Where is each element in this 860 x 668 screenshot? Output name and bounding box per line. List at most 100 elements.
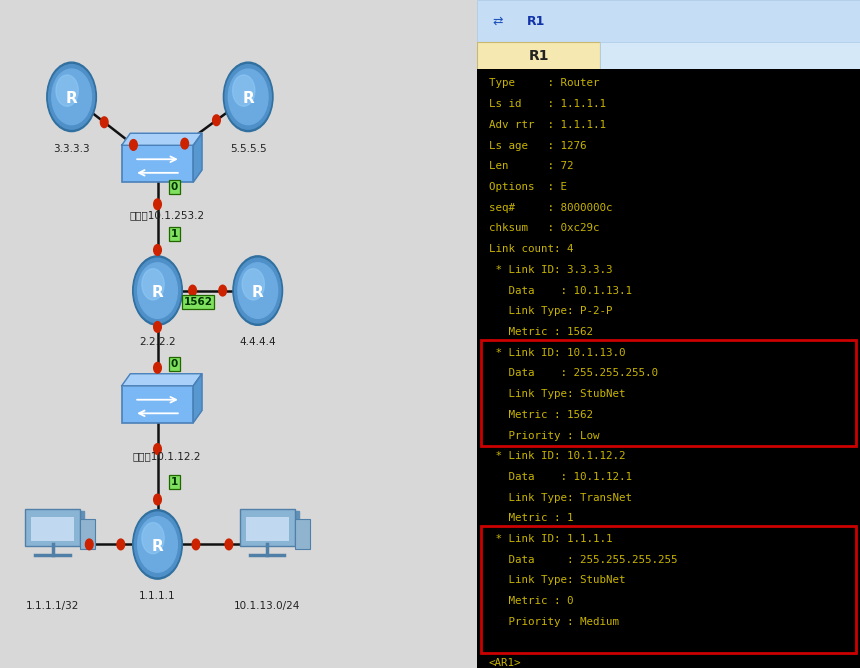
Circle shape <box>154 494 162 505</box>
Circle shape <box>138 263 177 319</box>
Circle shape <box>225 65 271 129</box>
Text: 0: 0 <box>170 359 178 369</box>
Circle shape <box>233 256 283 325</box>
Circle shape <box>235 259 281 323</box>
Circle shape <box>224 62 273 132</box>
Text: 1562: 1562 <box>183 297 212 307</box>
Circle shape <box>232 75 255 106</box>
Circle shape <box>117 539 125 550</box>
FancyBboxPatch shape <box>477 42 599 70</box>
Text: 4.4.4.4: 4.4.4.4 <box>239 337 276 347</box>
Text: 1: 1 <box>170 229 178 238</box>
Text: 伪节点10.1.12.2: 伪节点10.1.12.2 <box>132 451 201 461</box>
Text: ⇄: ⇄ <box>493 15 503 28</box>
Text: Metric : 0: Metric : 0 <box>488 597 574 606</box>
Circle shape <box>212 115 220 126</box>
FancyBboxPatch shape <box>122 145 194 182</box>
Text: Adv rtr  : 1.1.1.1: Adv rtr : 1.1.1.1 <box>488 120 605 130</box>
Circle shape <box>46 62 96 132</box>
Circle shape <box>154 444 162 454</box>
Text: * Link ID: 1.1.1.1: * Link ID: 1.1.1.1 <box>488 534 612 544</box>
Text: Data    : 10.1.13.1: Data : 10.1.13.1 <box>488 286 632 295</box>
Text: 1.1.1.1/32: 1.1.1.1/32 <box>26 601 79 611</box>
Circle shape <box>48 65 95 129</box>
Text: chksum   : 0xc29c: chksum : 0xc29c <box>488 224 599 233</box>
Text: Link Type: TransNet: Link Type: TransNet <box>488 493 632 502</box>
Circle shape <box>229 69 268 125</box>
Circle shape <box>154 199 162 210</box>
Circle shape <box>181 138 188 149</box>
Text: Data    : 10.1.12.1: Data : 10.1.12.1 <box>488 472 632 482</box>
Text: * Link ID: 10.1.12.2: * Link ID: 10.1.12.2 <box>488 452 625 461</box>
Text: <AR1>: <AR1> <box>488 659 521 668</box>
Text: 5.5.5.5: 5.5.5.5 <box>230 144 267 154</box>
Circle shape <box>101 117 108 128</box>
Text: Priority : Medium: Priority : Medium <box>488 617 619 627</box>
Text: Link Type: P-2-P: Link Type: P-2-P <box>488 307 612 316</box>
Text: 3.3.3.3: 3.3.3.3 <box>53 144 90 154</box>
Text: 2.2.2.2: 2.2.2.2 <box>139 337 175 347</box>
Text: R: R <box>252 285 264 300</box>
FancyBboxPatch shape <box>122 385 194 422</box>
Circle shape <box>154 244 162 255</box>
Circle shape <box>52 69 91 125</box>
Text: Metric : 1: Metric : 1 <box>488 514 574 523</box>
FancyBboxPatch shape <box>25 509 80 546</box>
Circle shape <box>243 269 264 300</box>
Text: Type     : Router: Type : Router <box>488 79 599 88</box>
Text: Link count: 4: Link count: 4 <box>488 244 574 254</box>
Text: Ls age   : 1276: Ls age : 1276 <box>488 141 587 150</box>
Circle shape <box>192 539 200 550</box>
Circle shape <box>134 512 181 576</box>
Text: 伪节点10.1.253.2: 伪节点10.1.253.2 <box>130 210 205 220</box>
Text: 1.1.1.1: 1.1.1.1 <box>139 591 175 601</box>
Text: R: R <box>65 91 77 106</box>
Text: Data    : 255.255.255.0: Data : 255.255.255.0 <box>488 369 658 378</box>
Circle shape <box>138 516 177 572</box>
FancyBboxPatch shape <box>477 0 860 43</box>
Polygon shape <box>293 512 299 544</box>
Circle shape <box>154 363 162 373</box>
Circle shape <box>142 269 164 300</box>
Polygon shape <box>122 373 202 385</box>
Text: Options  : E: Options : E <box>488 182 567 192</box>
Text: Ls id    : 1.1.1.1: Ls id : 1.1.1.1 <box>488 100 605 109</box>
Circle shape <box>142 522 164 554</box>
Text: Link Type: StubNet: Link Type: StubNet <box>488 389 625 399</box>
Circle shape <box>225 539 233 550</box>
Text: Metric : 1562: Metric : 1562 <box>488 327 593 337</box>
FancyBboxPatch shape <box>31 517 74 541</box>
FancyBboxPatch shape <box>240 509 295 546</box>
Circle shape <box>56 75 78 106</box>
Text: R: R <box>151 285 163 300</box>
Polygon shape <box>122 133 202 145</box>
FancyBboxPatch shape <box>599 42 860 70</box>
Circle shape <box>132 510 182 579</box>
Text: 10.1.13.0/24: 10.1.13.0/24 <box>234 601 300 611</box>
Circle shape <box>85 539 93 550</box>
Polygon shape <box>194 373 202 422</box>
Text: R: R <box>151 538 163 554</box>
Circle shape <box>238 263 278 319</box>
FancyBboxPatch shape <box>80 519 95 549</box>
Text: Len      : 72: Len : 72 <box>488 162 574 171</box>
Text: R: R <box>243 91 254 106</box>
Circle shape <box>218 285 226 296</box>
Polygon shape <box>79 512 84 544</box>
FancyBboxPatch shape <box>246 517 289 541</box>
Text: 0: 0 <box>170 182 178 192</box>
Polygon shape <box>194 133 202 182</box>
Circle shape <box>154 321 162 332</box>
Circle shape <box>189 285 196 296</box>
FancyBboxPatch shape <box>477 69 860 668</box>
Text: Data     : 255.255.255.255: Data : 255.255.255.255 <box>488 555 678 564</box>
Circle shape <box>130 140 138 150</box>
Text: seq#     : 8000000c: seq# : 8000000c <box>488 203 612 212</box>
Text: Metric : 1562: Metric : 1562 <box>488 410 593 420</box>
Text: R1: R1 <box>528 49 549 63</box>
Circle shape <box>134 259 181 323</box>
Text: 1: 1 <box>170 478 178 487</box>
FancyBboxPatch shape <box>295 519 310 549</box>
Text: * Link ID: 3.3.3.3: * Link ID: 3.3.3.3 <box>488 265 612 275</box>
Text: R1: R1 <box>527 15 545 28</box>
